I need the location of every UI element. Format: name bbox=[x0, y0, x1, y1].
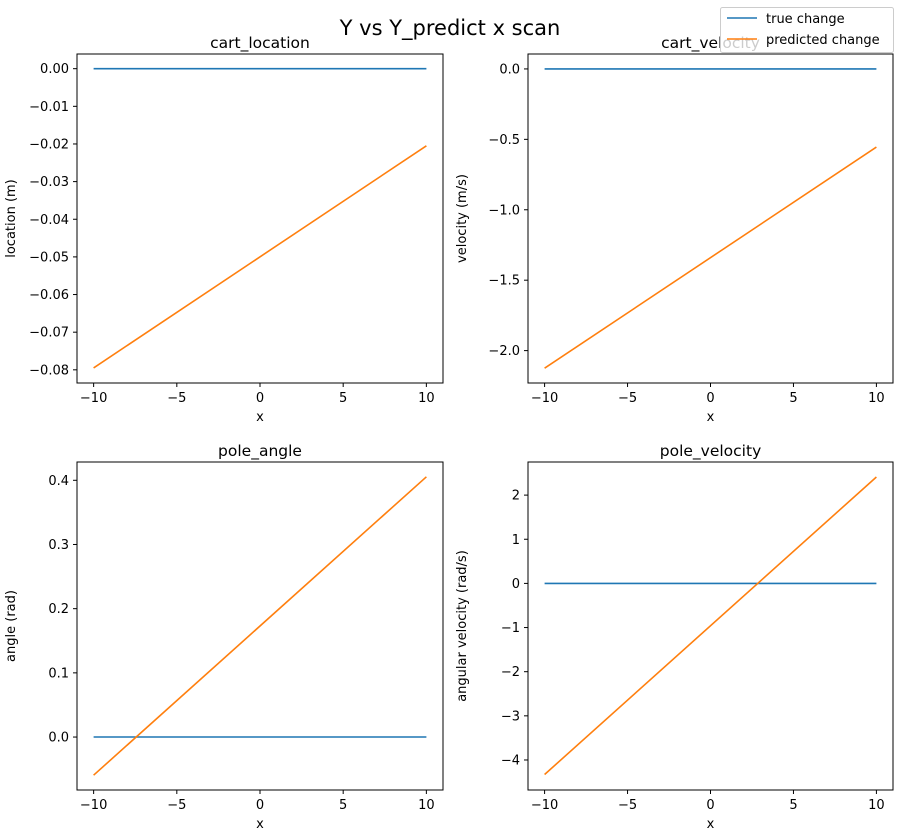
axes-frame bbox=[527, 53, 894, 384]
x-tick-label: −5 bbox=[618, 798, 637, 813]
x-tick-label: 5 bbox=[339, 798, 347, 813]
y-tick-label: −1.0 bbox=[488, 203, 520, 218]
y-tick-label: 0.4 bbox=[48, 474, 69, 489]
y-tick-label: −0.04 bbox=[29, 213, 69, 228]
x-tick-label: 0 bbox=[706, 798, 714, 813]
y-tick-label: 0.3 bbox=[48, 538, 69, 553]
x-tick-label: 10 bbox=[418, 798, 435, 813]
legend-frame bbox=[720, 7, 894, 53]
y-tick-label: −0.08 bbox=[29, 363, 69, 378]
legend-label-true-change: true change bbox=[766, 12, 845, 27]
y-tick-label: −0.06 bbox=[29, 288, 69, 303]
y-tick-label: −1 bbox=[501, 621, 520, 636]
x-tick-label: −10 bbox=[80, 798, 107, 813]
y-tick-label: −0.03 bbox=[29, 175, 69, 190]
y-tick-label: 0.0 bbox=[499, 62, 520, 77]
figure-title: Y vs Y_predict x scan bbox=[339, 16, 561, 41]
y-axis-label: angular velocity (rad/s) bbox=[455, 550, 470, 702]
y-axis-label: location (m) bbox=[4, 179, 19, 258]
x-tick-label: −10 bbox=[80, 391, 107, 406]
series-line-predicted-change bbox=[544, 146, 877, 369]
y-tick-label: −0.05 bbox=[29, 250, 69, 265]
y-tick-label: 0.2 bbox=[48, 602, 69, 617]
x-tick-label: 10 bbox=[868, 391, 885, 406]
y-tick-label: −2.0 bbox=[488, 344, 520, 359]
y-tick-label: −0.5 bbox=[488, 133, 520, 148]
x-tick-label: 0 bbox=[706, 391, 714, 406]
y-tick-label: −4 bbox=[501, 753, 520, 768]
x-tick-label: 10 bbox=[418, 391, 435, 406]
x-axis-label: x bbox=[256, 410, 264, 425]
x-tick-label: −5 bbox=[618, 391, 637, 406]
series-line-predicted-change bbox=[93, 145, 427, 369]
subplot-cart_velocity: −10 −5 0 5 100.0−0.5−1.0−1.5−2.0cart_velocit… bbox=[455, 34, 894, 425]
y-tick-label: 1 bbox=[512, 533, 520, 548]
x-tick-label: 0 bbox=[256, 798, 264, 813]
x-axis-label: x bbox=[707, 410, 715, 425]
y-tick-label: −0.07 bbox=[29, 326, 69, 341]
y-tick-label: −2 bbox=[501, 665, 520, 680]
x-tick-label: −10 bbox=[531, 391, 558, 406]
subplot-title: pole_velocity bbox=[660, 442, 762, 461]
subplot-title: cart_location bbox=[210, 34, 310, 53]
y-tick-label: 0 bbox=[512, 577, 520, 592]
x-tick-label: 0 bbox=[256, 391, 264, 406]
x-tick-label: 5 bbox=[789, 798, 797, 813]
y-axis-label: angle (rad) bbox=[4, 590, 19, 662]
y-tick-label: 2 bbox=[512, 489, 520, 504]
legend-label-predicted-change: predicted change bbox=[766, 33, 880, 48]
x-axis-label: x bbox=[256, 817, 264, 832]
x-tick-label: −5 bbox=[167, 391, 186, 406]
x-tick-label: 10 bbox=[868, 798, 885, 813]
y-tick-label: −0.02 bbox=[29, 137, 69, 152]
y-tick-label: 0.1 bbox=[48, 666, 69, 681]
x-tick-label: 5 bbox=[789, 391, 797, 406]
y-tick-label: 0.00 bbox=[40, 62, 69, 77]
subplot-grid: −10 −5 0 5 100.00−0.01−0.02−0.03−0.04−0.05−0… bbox=[4, 34, 894, 832]
series-line-predicted-change bbox=[93, 476, 427, 776]
x-tick-label: 5 bbox=[339, 391, 347, 406]
axes-frame bbox=[76, 53, 444, 384]
x-tick-label: −5 bbox=[167, 798, 186, 813]
x-axis-label: x bbox=[707, 817, 715, 832]
subplot-cart_location: −10 −5 0 5 10 0.00 −0.01 −0.02 −0.03 −0.04 −0.05 −0… bbox=[4, 34, 444, 425]
y-tick-label: −3 bbox=[501, 709, 520, 724]
y-tick-label: −0.01 bbox=[29, 100, 69, 115]
y-tick-label: −1.5 bbox=[488, 274, 520, 289]
subplot-title: pole_angle bbox=[218, 442, 302, 461]
y-tick-label: 0.0 bbox=[48, 731, 69, 746]
series-line-predicted-change bbox=[544, 476, 877, 776]
subplot-pole_velocity: −10 −5 0 5 10210−1−2−3−4pole_velocityxangula… bbox=[455, 442, 894, 832]
y-axis-label: velocity (m/s) bbox=[455, 174, 470, 263]
legend: true change predicted change bbox=[720, 7, 894, 53]
x-tick-label: −10 bbox=[531, 798, 558, 813]
